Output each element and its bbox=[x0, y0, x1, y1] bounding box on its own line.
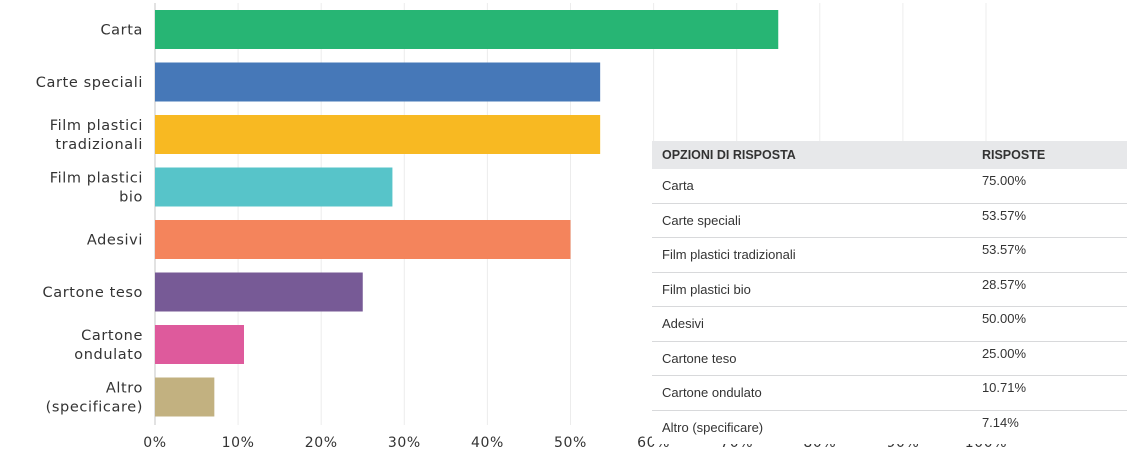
category-label: Carte speciali bbox=[36, 75, 143, 91]
table-row: Carta 75.00% bbox=[652, 169, 1127, 204]
table-row: Film plastici bio 28.57% bbox=[652, 272, 1127, 307]
value-cell: 53.57% bbox=[981, 203, 1127, 238]
option-cell: Film plastici tradizionali bbox=[652, 237, 982, 273]
category-label: Film plastici tradizionali bbox=[50, 118, 143, 153]
bar bbox=[155, 272, 363, 312]
header-options: OPZIONI DI RISPOSTA bbox=[652, 141, 982, 169]
category-label: Carta bbox=[100, 23, 143, 39]
bars-group bbox=[155, 10, 779, 417]
bar bbox=[155, 220, 571, 259]
table-row: Adesivi 50.00% bbox=[652, 306, 1127, 342]
value-cell: 7.14% bbox=[981, 414, 1019, 430]
bar bbox=[155, 115, 601, 154]
x-tick-label: 20% bbox=[305, 435, 338, 451]
category-label: Altro (specificare) bbox=[46, 381, 143, 416]
x-tick-label: 0% bbox=[143, 435, 166, 451]
option-cell: Adesivi bbox=[652, 306, 982, 342]
category-labels: Carta Carte speciali Film plastici tradizio… bbox=[36, 23, 143, 416]
table-row: Cartone ondulato 10.71% bbox=[652, 375, 1127, 411]
category-label: Cartone ondulato bbox=[74, 328, 143, 363]
table-row: Film plastici tradizionali 53.57% bbox=[652, 237, 1127, 273]
bar bbox=[155, 62, 601, 102]
x-tick-label: 40% bbox=[471, 435, 504, 451]
option-cell: Carta bbox=[652, 169, 982, 204]
value-cell: 28.57% bbox=[981, 272, 1127, 307]
bar bbox=[155, 167, 393, 207]
table-header-row: OPZIONI DI RISPOSTA RISPOSTE bbox=[652, 141, 1127, 169]
category-label: Film plastici bio bbox=[50, 171, 143, 206]
x-tick-label: 10% bbox=[222, 435, 255, 451]
x-tick-label: 30% bbox=[388, 435, 421, 451]
responses-table: OPZIONI DI RISPOSTA RISPOSTE Carta 75.00… bbox=[652, 141, 1127, 444]
table-row: Carte speciali 53.57% bbox=[652, 203, 1127, 238]
category-label: Cartone teso bbox=[43, 285, 143, 301]
header-responses: RISPOSTE bbox=[981, 141, 1127, 169]
value-cell: 75.00% bbox=[981, 169, 1127, 204]
option-cell: Cartone teso bbox=[652, 341, 982, 376]
value-cell: 25.00% bbox=[981, 341, 1127, 376]
value-cell: 50.00% bbox=[981, 306, 1127, 342]
x-tick-label: 50% bbox=[554, 435, 587, 451]
bar bbox=[155, 377, 215, 417]
option-cell: Cartone ondulato bbox=[652, 375, 982, 411]
option-cell: Carte speciali bbox=[652, 203, 982, 238]
value-cell: 53.57% bbox=[981, 237, 1127, 273]
option-cell: Film plastici bio bbox=[652, 272, 982, 307]
bar bbox=[155, 325, 245, 364]
table-row: Cartone teso 25.00% bbox=[652, 341, 1127, 376]
value-cell: 10.71% bbox=[981, 375, 1127, 411]
option-cell: Altro (specificare) bbox=[662, 419, 764, 435]
bar bbox=[155, 10, 779, 49]
table-row: Altro (specificare) 7.14% bbox=[652, 410, 1127, 444]
category-label: Adesivi bbox=[87, 233, 143, 249]
